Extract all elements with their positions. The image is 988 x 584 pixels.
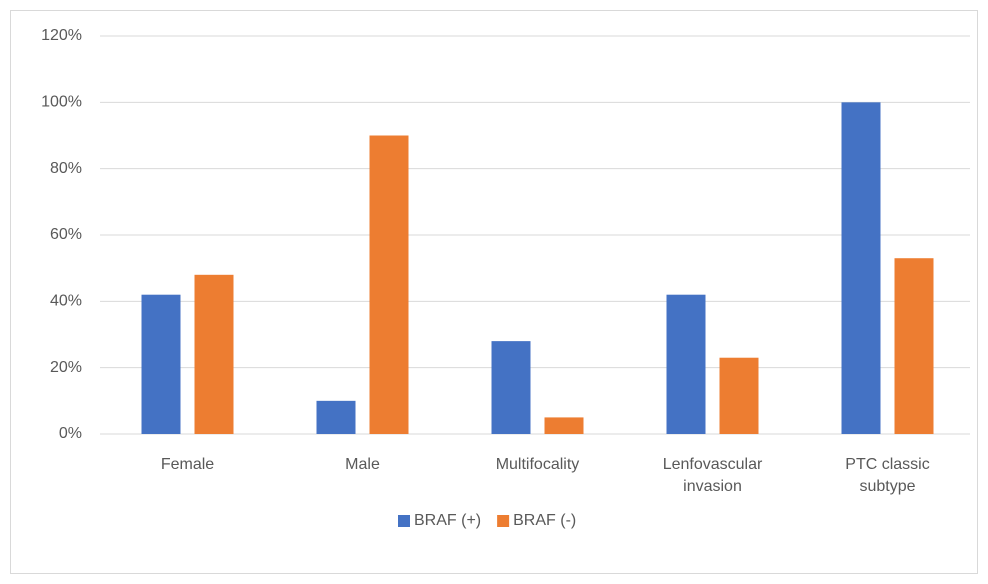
bar	[841, 102, 881, 434]
x-tick-label: Lenfovascular invasion	[662, 456, 763, 495]
legend-label: BRAF (+)	[414, 512, 481, 529]
bar	[894, 258, 934, 434]
x-tick-label: Multifocality	[495, 456, 580, 473]
y-tick-label: 120%	[41, 27, 82, 44]
bar	[369, 135, 409, 434]
bar	[316, 400, 356, 434]
legend-swatch	[398, 515, 410, 527]
bar	[666, 294, 706, 434]
bar	[141, 294, 181, 434]
y-tick-label: 0%	[59, 425, 82, 442]
bar	[719, 357, 759, 434]
bar	[194, 274, 234, 434]
legend-label: BRAF (-)	[513, 512, 576, 529]
bar	[544, 417, 584, 434]
y-tick-label: 80%	[50, 160, 82, 177]
chart-border	[10, 10, 978, 574]
x-tick-label: PTC classic subtype	[845, 456, 930, 495]
x-tick-label: Male	[345, 456, 380, 473]
y-tick-label: 20%	[50, 359, 82, 376]
legend-swatch	[497, 515, 510, 527]
x-tick-label: Female	[160, 456, 215, 473]
bar	[491, 341, 531, 434]
y-tick-label: 40%	[50, 293, 82, 310]
y-tick-label: 100%	[41, 94, 82, 111]
y-tick-label: 60%	[50, 226, 82, 243]
